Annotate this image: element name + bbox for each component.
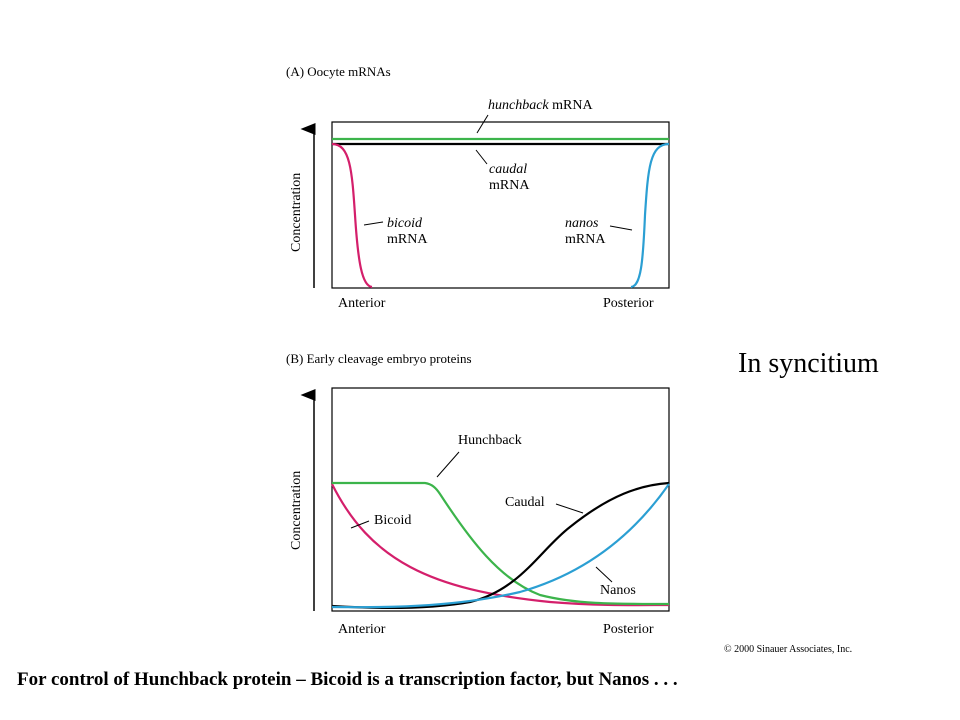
panel-b-bicoid-label: Bicoid: [374, 513, 412, 528]
panel-b-y-axis-label: Concentration: [289, 470, 304, 550]
panel-a-title: (A) Oocyte mRNAs: [286, 64, 391, 79]
panel-a-hunchback-label: hunchback mRNA: [488, 98, 593, 114]
hunchback-suffix: mRNA: [548, 98, 593, 113]
panel-a-bicoid-leader: [363, 221, 384, 226]
panel-b-nanos-leader: [595, 566, 613, 583]
panel-a-bicoid-label: bicoid mRNA: [387, 216, 427, 248]
panel-b-caudal-curve: [331, 481, 670, 609]
panel-b-nanos-curve: [331, 483, 670, 609]
caudal-suffix: mRNA: [489, 178, 530, 193]
slide-caption: For control of Hunchback protein – Bicoi…: [17, 669, 678, 690]
panel-b-caudal-label: Caudal: [505, 495, 545, 510]
panel-a-caudal-leader: [475, 149, 488, 165]
panel-a-nanos-leader: [609, 225, 633, 231]
hunchback-italic: hunchback: [488, 98, 549, 113]
syncitium-note: In syncitium: [738, 348, 879, 379]
bicoid-suffix: mRNA: [387, 232, 428, 247]
panel-a-y-axis-label: Concentration: [289, 172, 304, 252]
panel-b-caudal-leader: [555, 503, 584, 514]
panel-a-nanos-label: nanos mRNA: [565, 216, 605, 248]
panel-b-title: (B) Early cleavage embryo proteins: [286, 351, 472, 366]
panel-b-hunchback-label: Hunchback: [458, 433, 522, 448]
caudal-italic: caudal: [489, 162, 528, 177]
panel-b-hunchback-curve: [332, 481, 670, 606]
panel-b-bicoid-leader: [350, 520, 370, 529]
panel-a-hunchback-leader: [476, 114, 489, 134]
panel-b-bicoid-curve: [331, 483, 670, 607]
panel-b-frame: [331, 387, 670, 612]
panel-a-bicoid-curve: [331, 142, 373, 289]
panel-a-posterior-label: Posterior: [603, 296, 654, 311]
panel-a-frame: [331, 121, 670, 289]
panel-b-anterior-label: Anterior: [338, 622, 386, 637]
nanos-italic: nanos: [565, 216, 599, 231]
copyright-credit: © 2000 Sinauer Associates, Inc.: [724, 644, 853, 655]
panel-b-plot: [300, 387, 670, 612]
nanos-suffix: mRNA: [565, 232, 606, 247]
panel-b-nanos-label: Nanos: [600, 583, 636, 598]
panel-a-plot: [300, 114, 670, 289]
panel-b-hunchback-leader: [436, 451, 460, 478]
bicoid-italic: bicoid: [387, 216, 422, 231]
panel-a-nanos-curve: [630, 142, 670, 289]
panel-b-posterior-label: Posterior: [603, 622, 654, 637]
panel-a-anterior-label: Anterior: [338, 296, 386, 311]
panel-a-caudal-label: caudal mRNA: [489, 162, 529, 194]
